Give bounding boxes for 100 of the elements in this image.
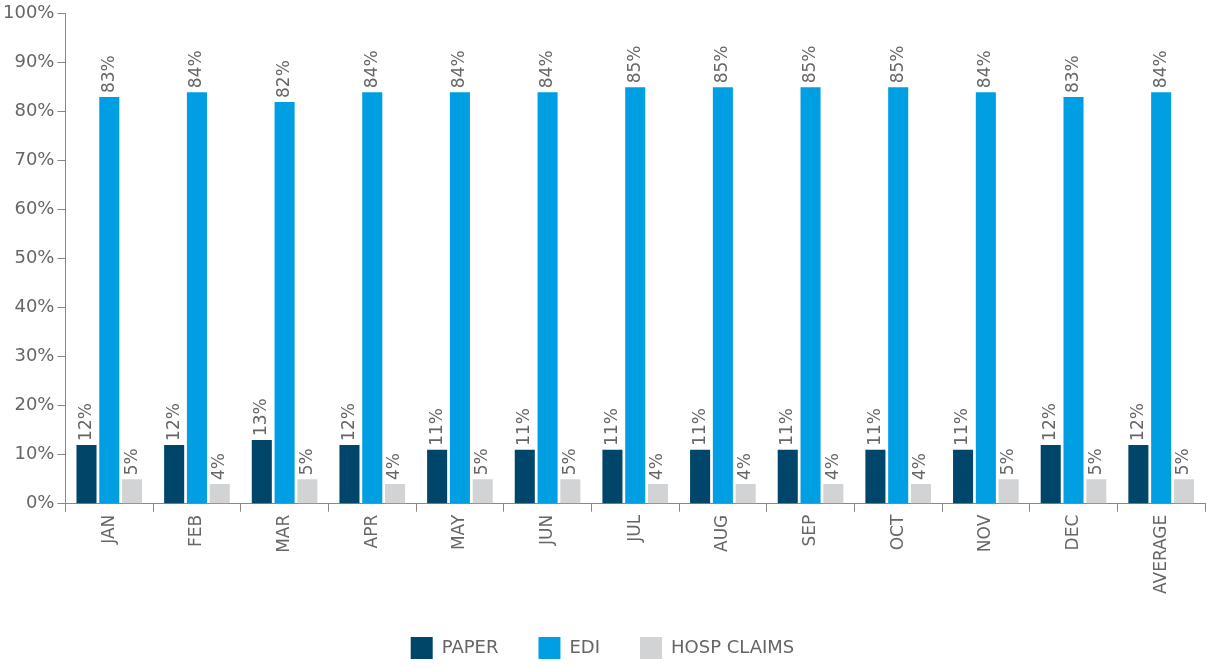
- y-tick-label: 10%: [14, 442, 55, 464]
- x-tick-label: JUL: [623, 514, 644, 543]
- y-tick-label: 40%: [14, 295, 55, 317]
- bar: [537, 92, 558, 504]
- data-label: 84%: [974, 50, 995, 89]
- data-label: 85%: [623, 45, 644, 84]
- data-label: 84%: [185, 50, 206, 89]
- bar: [975, 92, 996, 504]
- y-tick-label: 90%: [14, 50, 55, 72]
- x-tick-label: MAY: [448, 514, 469, 551]
- bar: [953, 449, 974, 504]
- data-label: 5%: [1084, 448, 1105, 476]
- bar: [1063, 97, 1084, 504]
- bar: [449, 92, 470, 504]
- y-tick-label: 0%: [25, 491, 55, 513]
- bar: [910, 484, 932, 504]
- bar: [602, 449, 623, 504]
- bar: [76, 444, 97, 504]
- bar: [122, 479, 143, 504]
- data-label: 4%: [734, 453, 755, 481]
- bar: [186, 92, 207, 504]
- data-label: 4%: [909, 453, 930, 481]
- bar: [777, 449, 798, 504]
- legend-label: EDI: [569, 635, 600, 657]
- x-tick-label: APR: [360, 514, 381, 549]
- x-tick-label: DEC: [1061, 514, 1082, 551]
- data-label: 5%: [997, 448, 1018, 476]
- bar: [209, 484, 230, 504]
- data-label: 84%: [448, 50, 469, 89]
- bar: [625, 87, 646, 504]
- data-label: 82%: [273, 60, 294, 98]
- bar: [297, 479, 318, 504]
- data-label: 5%: [120, 448, 141, 476]
- data-label: 12%: [337, 403, 358, 441]
- bar: [1173, 479, 1194, 504]
- data-label: 4%: [646, 453, 667, 481]
- data-label: 13%: [250, 398, 271, 437]
- data-label: 11%: [776, 408, 797, 446]
- bar: [514, 449, 535, 504]
- bar: [560, 479, 581, 504]
- bar: [647, 484, 669, 504]
- data-label: 11%: [425, 408, 446, 446]
- data-label: 11%: [513, 408, 534, 446]
- y-tick-label: 50%: [14, 246, 55, 268]
- x-tick-label: NOV: [974, 514, 995, 553]
- bar: [164, 444, 185, 504]
- data-label: 12%: [162, 403, 183, 441]
- bar: [690, 449, 711, 504]
- x-tick-label: JUN: [535, 514, 556, 546]
- bar: [865, 449, 886, 504]
- bar: [339, 444, 360, 504]
- y-tick-label: 100%: [2, 1, 55, 23]
- x-tick-label: MAR: [273, 514, 294, 553]
- x-tick-label: OCT: [886, 514, 907, 551]
- bar: [712, 87, 733, 504]
- bar: [99, 97, 120, 504]
- bar: [274, 101, 295, 504]
- data-label: 5%: [295, 448, 316, 476]
- data-label: 12%: [1039, 403, 1060, 441]
- data-label: 85%: [798, 45, 819, 84]
- bar: [823, 484, 844, 504]
- bar: [362, 92, 383, 504]
- y-tick-label: 20%: [14, 393, 55, 415]
- bar: [472, 479, 493, 504]
- data-label: 11%: [951, 408, 972, 446]
- x-tick-label: SEP: [798, 514, 819, 547]
- data-label: 83%: [1061, 55, 1082, 94]
- data-label: 11%: [600, 408, 621, 446]
- bar: [1128, 444, 1149, 504]
- data-label: 5%: [558, 448, 579, 476]
- bar: [1151, 92, 1172, 504]
- legend-label: HOSP CLAIMS: [671, 635, 795, 657]
- bar: [735, 484, 756, 504]
- bar: [888, 87, 909, 504]
- data-label: 11%: [863, 408, 884, 446]
- data-label: 4%: [208, 453, 229, 481]
- data-label: 12%: [1126, 403, 1147, 441]
- data-label: 4%: [383, 453, 404, 481]
- y-tick-label: 60%: [14, 197, 55, 219]
- x-tick-label: AVERAGE: [1149, 514, 1170, 594]
- data-label: 84%: [1149, 50, 1170, 89]
- data-label: 12%: [74, 403, 95, 441]
- bar: [800, 87, 821, 504]
- bar: [1040, 444, 1061, 504]
- bar: [1086, 479, 1107, 504]
- data-label: 84%: [535, 50, 556, 89]
- y-tick-label: 70%: [14, 148, 55, 170]
- y-tick-label: 30%: [14, 344, 55, 366]
- data-label: 85%: [886, 45, 907, 84]
- data-label: 83%: [97, 55, 118, 94]
- legend-label: PAPER: [441, 635, 499, 657]
- x-tick-label: FEB: [185, 514, 206, 547]
- data-label: 5%: [471, 448, 492, 476]
- bar: [427, 449, 448, 504]
- x-tick-label: JAN: [97, 514, 118, 545]
- data-label: 85%: [711, 45, 732, 84]
- data-label: 11%: [688, 408, 709, 446]
- y-tick-label: 80%: [14, 99, 55, 121]
- bar: [251, 440, 272, 504]
- bar: [385, 484, 406, 504]
